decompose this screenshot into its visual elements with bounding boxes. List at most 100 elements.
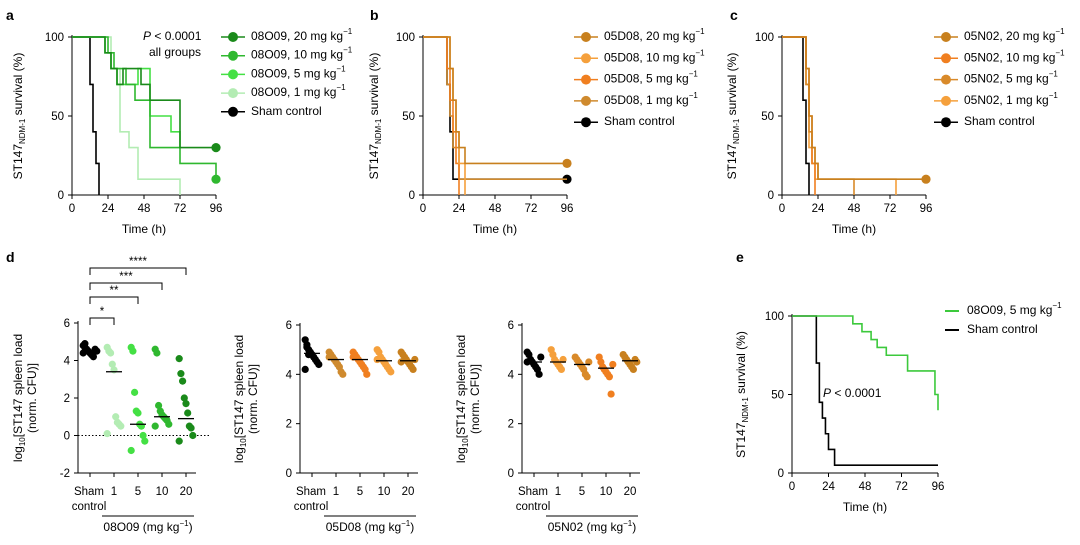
panel-d1-xtick-label-4-0: 20 bbox=[402, 486, 415, 498]
panel-d2-ytick-label-0: 0 bbox=[508, 468, 514, 480]
panel-a-series-0-end-marker bbox=[211, 143, 221, 153]
panel-a-legend-marker-4 bbox=[228, 106, 238, 117]
panel-d0-point-4-4 bbox=[182, 400, 190, 408]
panel-e-series-1-line bbox=[792, 315, 938, 466]
panel-a-xtick-label-1: 24 bbox=[102, 203, 115, 215]
panel-d0-point-4-8 bbox=[189, 431, 197, 440]
panel-d1-ytick-label-0: 0 bbox=[286, 468, 292, 480]
panel-b-series-4-line bbox=[423, 36, 567, 180]
panel-a-legend-label-1: 08O09, 10 mg kg−1 bbox=[251, 46, 353, 62]
panel-d1-group-label: 05D08 (mg kg−1) bbox=[326, 519, 415, 534]
panel-d0-point-0-10 bbox=[81, 340, 89, 348]
panel-e-legend-label-1: Sham control bbox=[967, 322, 1038, 336]
panel-c-legend-marker-3 bbox=[941, 95, 951, 106]
panel-a-xtick-label-3: 72 bbox=[174, 203, 187, 215]
panel-b-series-0-line bbox=[423, 36, 567, 165]
panel-label-c: c bbox=[730, 7, 738, 23]
panel-d0-point-4-0 bbox=[175, 355, 183, 363]
panel-d2-point-3-6 bbox=[605, 373, 614, 381]
panel-e-ylabel: ST147NDM-1 survival (%) bbox=[734, 331, 750, 458]
panel-c-xtick-label-2: 48 bbox=[848, 203, 861, 215]
panel-e-p-value: P < 0.0001 bbox=[823, 386, 882, 400]
panel-d0-xtick-label-2-0: 5 bbox=[135, 486, 141, 498]
panel-d0-point-4-7 bbox=[187, 424, 195, 432]
panel-b-series-3-line bbox=[423, 36, 567, 180]
panel-c-xtick-label-1: 24 bbox=[812, 203, 825, 215]
panel-d0-point-1-5 bbox=[112, 413, 120, 421]
panel-b-legend-label-3: 05D08, 1 mg kg−1 bbox=[604, 91, 698, 107]
panel-d0-bracket-2 bbox=[89, 282, 163, 290]
panel-d0-ylabel-line2: (norm. CFU)] bbox=[25, 363, 39, 433]
panel-d1-point-0-10 bbox=[303, 343, 311, 351]
panel-d2-ylabel: log10[ST147 spleen load bbox=[454, 335, 470, 463]
panel-d0-point-1-8 bbox=[117, 422, 125, 430]
panel-b-ytick-label-0: 0 bbox=[409, 190, 415, 202]
panel-a-series-0-line bbox=[72, 36, 216, 149]
panel-c-ytick-label-2: 100 bbox=[755, 32, 774, 44]
panel-d0-bracket-1 bbox=[89, 296, 139, 304]
panel-b-legend-marker-0 bbox=[581, 32, 591, 42]
panel-d2-point-3-7 bbox=[607, 390, 615, 398]
panel-d2-point-4-8 bbox=[633, 358, 641, 366]
panel-a-series-3-line bbox=[72, 36, 181, 195]
panel-d0-point-2-4 bbox=[134, 409, 142, 417]
panel-e-ytick-label-0: 0 bbox=[778, 468, 784, 480]
panel-d0-point-1-2 bbox=[107, 349, 115, 357]
panel-d1-point-1-8 bbox=[339, 370, 347, 378]
panel-label-d: d bbox=[6, 249, 15, 265]
panel-d0-xtick-label-0-0: Sham bbox=[74, 486, 104, 498]
panel-d0-ytick-label-4: 6 bbox=[64, 318, 70, 330]
panel-b-xtick-label-2: 48 bbox=[489, 203, 502, 215]
panel-c-series-0-end-marker bbox=[921, 174, 931, 184]
panel-c-legend-label-0: 05N02, 20 mg kg−1 bbox=[964, 27, 1065, 43]
panel-c-legend-marker-0 bbox=[941, 32, 951, 42]
panel-d1-xtick-label-3-0: 10 bbox=[378, 486, 391, 498]
panel-d0-point-2-2 bbox=[131, 388, 139, 396]
panel-b-legend-label-0: 05D08, 20 mg kg−1 bbox=[604, 27, 705, 43]
panel-b-ylabel: ST147NDM-1 survival (%) bbox=[367, 53, 383, 180]
panel-a-p-value-note: all groups bbox=[149, 45, 201, 59]
panel-a-legend-marker-2 bbox=[228, 69, 238, 80]
panel-d0-point-4-9 bbox=[175, 437, 183, 445]
panel-d1-point-0-8 bbox=[315, 360, 323, 369]
panel-d0-xtick-label-3-0: 10 bbox=[156, 486, 169, 498]
panel-c-legend-label-3: 05N02, 1 mg kg−1 bbox=[964, 91, 1058, 107]
panel-d2-point-0-8 bbox=[537, 353, 545, 361]
panel-e-xtick-label-0: 0 bbox=[789, 481, 795, 493]
panel-e-xtick-label-1: 24 bbox=[822, 481, 835, 493]
panel-a-legend-label-2: 08O09, 5 mg kg−1 bbox=[251, 65, 346, 81]
panel-a-legend-label-4: Sham control bbox=[251, 104, 322, 118]
panel-label-a: a bbox=[6, 7, 14, 23]
panel-e-ytick-label-2: 100 bbox=[765, 311, 784, 323]
panel-b-xlabel: Time (h) bbox=[473, 222, 517, 236]
panel-d0-point-1-3 bbox=[108, 360, 116, 368]
panel-d0-point-3-2 bbox=[155, 401, 163, 410]
panel-d1-point-3-9 bbox=[373, 355, 381, 364]
panel-b-legend-marker-4 bbox=[581, 117, 591, 128]
panel-d0-bracket-0 bbox=[89, 317, 115, 325]
panel-d0-ytick-label-0: -2 bbox=[60, 468, 70, 480]
panel-a-series-4-line bbox=[72, 36, 100, 195]
panel-d1-xtick-label-0-1: control bbox=[294, 501, 329, 513]
panel-a-ylabel: ST147NDM-1 survival (%) bbox=[11, 53, 27, 180]
panel-a-ytick-label-0: 0 bbox=[58, 190, 64, 202]
panel-c-xtick-label-4: 96 bbox=[920, 203, 933, 215]
panel-d2-xtick-label-2-0: 5 bbox=[579, 486, 585, 498]
panel-d2-point-3-8 bbox=[609, 360, 617, 369]
panel-d0-point-2-1 bbox=[129, 347, 137, 355]
panel-d0-point-4-1 bbox=[177, 370, 185, 378]
panel-d1-point-3-8 bbox=[387, 368, 395, 376]
panel-b-legend-marker-3 bbox=[581, 95, 591, 106]
panel-e-xtick-label-3: 72 bbox=[895, 481, 908, 493]
panel-e-xlabel: Time (h) bbox=[843, 500, 887, 514]
panel-a-xlabel: Time (h) bbox=[122, 222, 166, 236]
panel-a-p-value: P < 0.0001 bbox=[143, 29, 202, 43]
panel-d0-ytick-label-2: 2 bbox=[64, 393, 70, 405]
panel-d0-point-1-9 bbox=[103, 430, 111, 438]
panel-d0-point-4-2 bbox=[179, 377, 187, 385]
panel-b-xtick-label-1: 24 bbox=[453, 203, 466, 215]
panel-d1-point-4-7 bbox=[409, 365, 417, 373]
panel-c-series-3-line bbox=[782, 36, 897, 195]
panel-d2-point-0-7 bbox=[535, 370, 543, 378]
